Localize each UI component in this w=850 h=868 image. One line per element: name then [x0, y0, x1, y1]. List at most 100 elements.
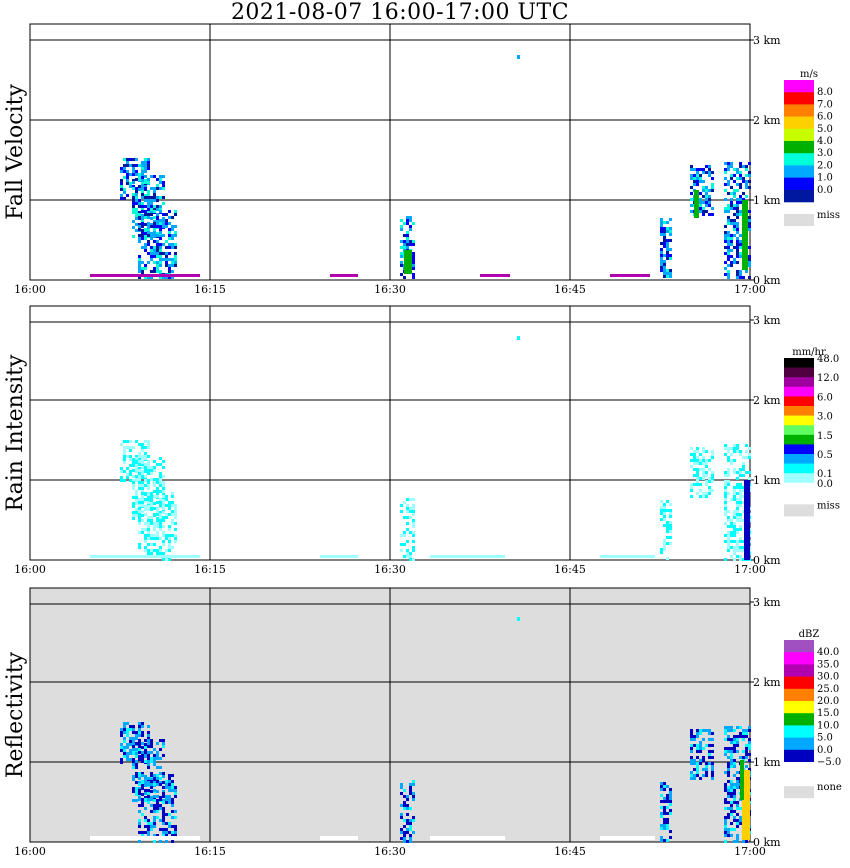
- fall-velocity-core: [694, 190, 699, 218]
- reflectivity-core: [742, 770, 750, 840]
- colorbar-swatch: [784, 189, 814, 203]
- colorbar-label: 3.0: [817, 412, 833, 423]
- chart-title: 2021-08-07 16:00-17:00 UTC: [230, 0, 570, 25]
- colorbar-swatch: [784, 367, 814, 378]
- colorbar-label: 40.0: [817, 647, 839, 658]
- x-tick-label: 16:15: [194, 283, 226, 296]
- colorbar-unit: mm/hr: [792, 347, 826, 358]
- colorbar-unit: dBZ: [799, 629, 820, 640]
- colorbar-swatch: [784, 80, 814, 93]
- colorbar-label: 6.0: [817, 112, 833, 123]
- reflectivity-core: [740, 760, 744, 800]
- colorbar-swatch: [784, 640, 814, 653]
- y-axis-title: Fall Velocity: [3, 84, 28, 220]
- colorbar-swatch: [784, 762, 814, 775]
- colorbar-swatch: [784, 737, 814, 751]
- x-tick-label: 16:45: [554, 845, 586, 858]
- colorbar-swatch: [784, 116, 814, 130]
- colorbar-swatch: [784, 406, 814, 416]
- colorbar-label: 7.0: [817, 99, 833, 110]
- x-tick-label: 16:45: [554, 283, 586, 296]
- colorbar-label: 12.0: [817, 373, 839, 384]
- colorbar-swatch: [784, 128, 814, 142]
- surface-clutter: [480, 274, 510, 277]
- colorbar-label: 20.0: [817, 696, 839, 707]
- rain-intensity-echo: [138, 492, 177, 561]
- colorbar-label: 35.0: [817, 659, 839, 670]
- rain-intensity-echo: [400, 498, 415, 561]
- fall-velocity-core: [742, 200, 748, 270]
- colorbar-swatch: [784, 444, 814, 455]
- isolated-echo: [517, 617, 520, 621]
- colorbar-swatch: [784, 688, 814, 702]
- x-tick-label: 17:00: [734, 563, 766, 576]
- colorbar-unit: m/s: [800, 69, 818, 80]
- colorbar-missing-swatch: [784, 786, 814, 799]
- colorbar-swatch: [784, 177, 814, 191]
- colorbar-swatch: [784, 473, 814, 484]
- colorbar-swatch: [784, 425, 814, 436]
- isolated-echo: [517, 336, 520, 340]
- y-tick-label: 0 km: [753, 554, 781, 567]
- x-tick-label: 16:00: [14, 845, 46, 858]
- y-axis-title: Rain Intensity: [3, 354, 28, 511]
- x-tick-label: 16:30: [374, 563, 406, 576]
- reflectivity-echo: [400, 780, 415, 843]
- surface-clutter: [320, 555, 358, 558]
- fall-velocity-echo: [138, 210, 177, 279]
- colorbar-swatch: [784, 434, 814, 445]
- colorbar-label: 1.5: [817, 431, 833, 442]
- y-tick-label: 1 km: [753, 474, 781, 487]
- x-tick-label: 16:00: [14, 283, 46, 296]
- colorbar-label: 48.0: [817, 354, 839, 365]
- x-tick-label: 16:30: [374, 283, 406, 296]
- colorbar-label: 8.0: [817, 87, 833, 98]
- colorbar-missing-swatch: [784, 214, 814, 226]
- colorbar-swatch: [784, 104, 814, 117]
- colorbar-swatch: [784, 153, 814, 166]
- y-tick-label: 1 km: [753, 194, 781, 207]
- surface-clutter: [330, 274, 358, 277]
- colorbar-swatch: [784, 701, 814, 714]
- colorbar-swatch: [784, 92, 814, 105]
- colorbar-label: 30.0: [817, 672, 839, 683]
- y-tick-label: 3 km: [753, 34, 781, 47]
- colorbar-label: 4.0: [817, 136, 833, 147]
- x-tick-label: 16:30: [374, 845, 406, 858]
- colorbar-swatch: [784, 358, 814, 368]
- fall-velocity-echo: [660, 218, 672, 278]
- colorbar-label: 6.0: [817, 392, 833, 403]
- colorbar-label: 0.5: [817, 450, 833, 461]
- colorbar-label: 0.1: [817, 469, 833, 480]
- colorbar-swatch: [784, 652, 814, 665]
- colorbar-label: 15.0: [817, 708, 839, 719]
- colorbar-swatch: [784, 749, 814, 763]
- x-tick-label: 16:15: [194, 563, 226, 576]
- colorbar-label: 25.0: [817, 684, 839, 695]
- rain-intensity-echo: [690, 447, 714, 498]
- colorbar-label: 10.0: [817, 720, 839, 731]
- surface-clutter: [600, 836, 655, 840]
- colorbar-label: 5.0: [817, 733, 833, 744]
- y-tick-label: 2 km: [753, 114, 781, 127]
- rain-intensity-echo: [660, 500, 672, 560]
- y-tick-label: 0 km: [753, 274, 781, 287]
- colorbar-missing-label: miss: [817, 500, 840, 511]
- colorbar-swatch: [784, 725, 814, 738]
- x-tick-label: 17:00: [734, 845, 766, 858]
- x-tick-label: 16:15: [194, 845, 226, 858]
- y-tick-label: 3 km: [753, 314, 781, 327]
- colorbar-swatch: [784, 141, 814, 154]
- surface-clutter: [90, 555, 200, 558]
- colorbar-label: 1.0: [817, 173, 833, 184]
- y-tick-label: 3 km: [753, 596, 781, 609]
- surface-clutter: [320, 836, 358, 840]
- y-tick-label: 1 km: [753, 756, 781, 769]
- surface-clutter: [90, 274, 200, 277]
- colorbar-label: 5.0: [817, 124, 833, 135]
- surface-clutter: [610, 274, 650, 277]
- colorbar-swatch: [784, 377, 814, 388]
- colorbar-missing-label: none: [817, 782, 842, 793]
- colorbar-swatch: [784, 454, 814, 464]
